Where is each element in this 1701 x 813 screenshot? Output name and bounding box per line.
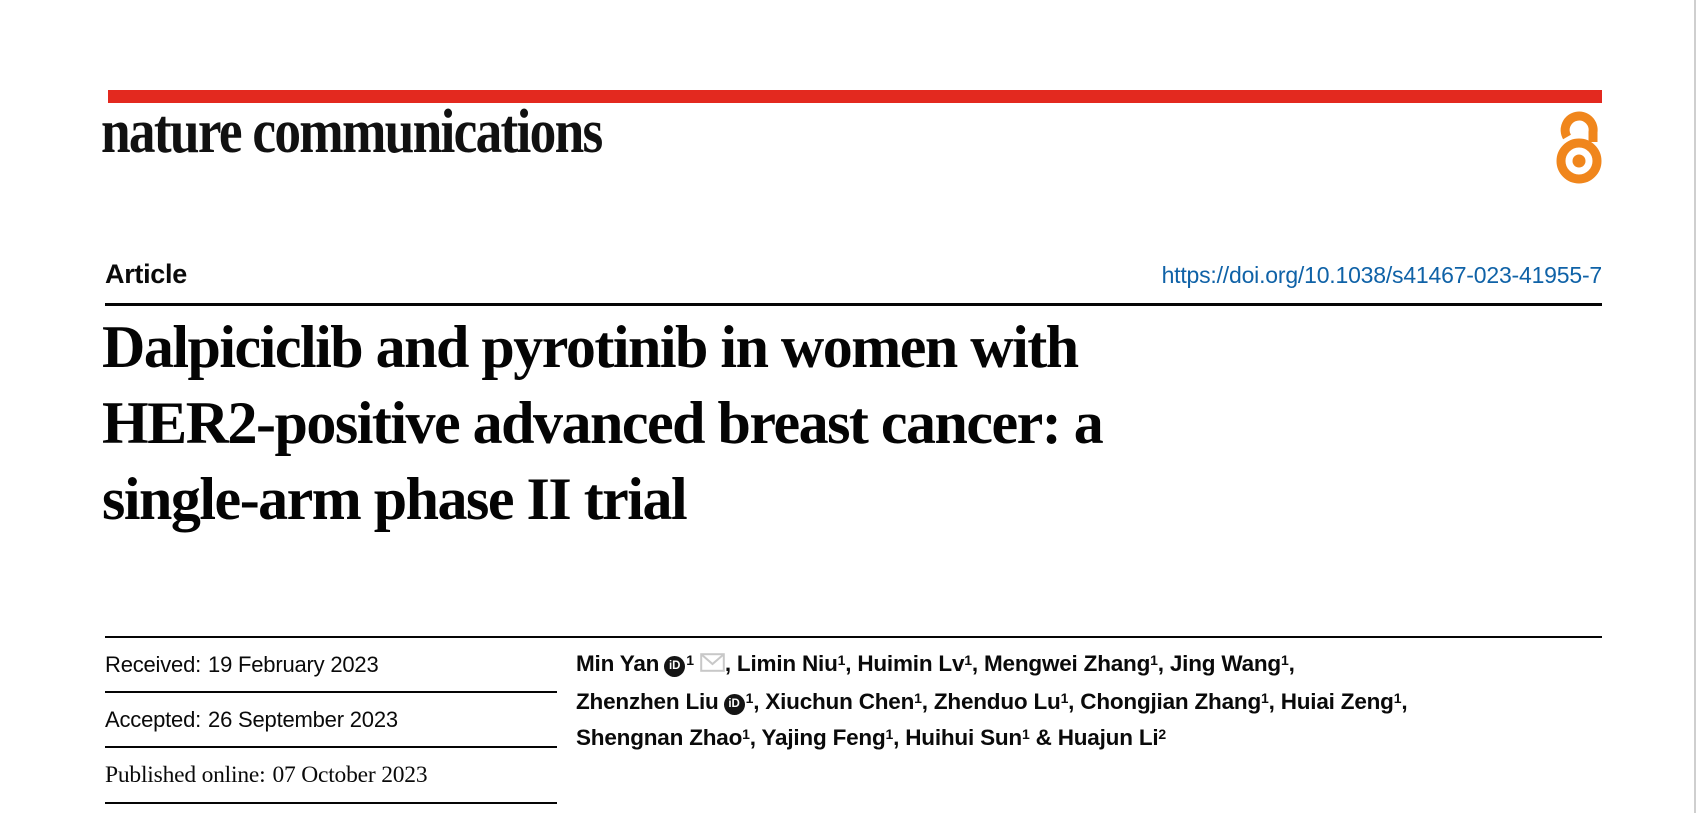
affiliation-superscript: 1 (964, 652, 972, 668)
author-line: Min Yan iD 1, Limin Niu1, Huimin Lv1, Meng… (576, 646, 1616, 684)
author-separator: , (749, 725, 762, 750)
author-separator: , (753, 688, 766, 714)
author-name: Chongjian Zhang (1080, 688, 1262, 714)
author-separator: , (1401, 688, 1408, 714)
author-name: Min Yan (576, 651, 660, 676)
envelope-icon[interactable] (700, 647, 725, 684)
author-separator: & (1029, 725, 1058, 750)
article-type-label: Article (105, 259, 187, 289)
paper-title: Dalpiciclib and pyrotinib in women with … (102, 309, 1612, 537)
author-separator: , (1068, 688, 1081, 714)
paper-title-line: Dalpiciclib and pyrotinib in women with (102, 314, 1079, 380)
authors-top-rule (105, 636, 1602, 638)
author-name: Mengwei Zhang (984, 651, 1151, 676)
author-name: Zhenzhen Liu (576, 688, 719, 714)
author-name: Huihui Sun (905, 725, 1022, 750)
masthead-red-bar (108, 90, 1602, 103)
history-dates: Received: 19 February 2023 Accepted: 26 Se… (105, 638, 557, 804)
author-name: Yajing Feng (761, 725, 886, 750)
paper-title-line: single-arm phase II trial (102, 466, 688, 532)
author-line: Zhenzhen Liu iD 1, Xiuchun Chen1, Zhenduo … (576, 684, 1616, 721)
header-rule (105, 303, 1602, 306)
accepted-value: 26 September 2023 (208, 707, 398, 732)
orcid-icon[interactable]: iD (723, 693, 745, 715)
author-separator: , (1268, 688, 1281, 714)
published-value: 07 October 2023 (272, 762, 428, 788)
affiliation-superscript: 1 (742, 726, 750, 742)
author-name: Shengnan Zhao (576, 725, 743, 750)
journal-logo: nature communications (101, 98, 603, 166)
author-name: Huiai Zeng (1280, 688, 1394, 714)
author-line: Shengnan Zhao1, Yajing Feng1, Huihui Sun… (576, 720, 1616, 757)
accepted-date-row: Accepted: 26 September 2023 (105, 693, 557, 748)
accepted-label: Accepted: (105, 707, 202, 732)
received-label: Received: (105, 652, 202, 677)
received-date-row: Received: 19 February 2023 (105, 638, 557, 693)
published-label: Published online: (105, 762, 266, 788)
affiliation-superscript: 1 (745, 689, 754, 706)
author-name: Huajun Li (1057, 725, 1159, 750)
page-right-border (1694, 0, 1696, 813)
affiliation-superscript: 1 (914, 689, 922, 706)
author-list: Min Yan iD 1, Limin Niu1, Huimin Lv1, Meng… (576, 646, 1616, 757)
affiliation-superscript: 1 (1150, 652, 1158, 668)
affiliation-superscript: 1 (1261, 689, 1269, 706)
received-value: 19 February 2023 (208, 652, 379, 677)
author-name: Zhenduo Lu (933, 688, 1061, 714)
published-date-row: Published online: 07 October 2023 (105, 748, 557, 804)
author-separator: , (893, 725, 906, 750)
doi-link[interactable]: https://doi.org/10.1038/s41467-023-41955… (1161, 262, 1603, 288)
author-separator: , (1288, 651, 1295, 676)
author-name: Huimin Lv (857, 651, 965, 676)
affiliation-superscript: 1 (885, 726, 894, 742)
author-separator: , (845, 651, 858, 676)
affiliation-superscript: 1 (1021, 726, 1030, 742)
orcid-icon[interactable]: iD (664, 656, 686, 677)
author-name: Jing Wang (1169, 651, 1281, 676)
author-separator: , (1157, 651, 1170, 676)
author-separator: , (921, 688, 934, 714)
affiliation-superscript: 1 (1280, 652, 1289, 668)
author-separator: , (971, 651, 984, 676)
author-name: Limin Niu (736, 651, 838, 676)
open-access-padlock-icon (1554, 106, 1604, 186)
author-separator: , (724, 651, 737, 676)
affiliation-superscript: 1 (1393, 689, 1402, 706)
affiliation-superscript: 1 (686, 652, 694, 668)
author-name: Xiuchun Chen (765, 688, 915, 714)
affiliation-superscript: 2 (1158, 726, 1167, 742)
affiliation-superscript: 1 (837, 652, 846, 668)
affiliation-superscript: 1 (1060, 689, 1069, 706)
paper-title-line: HER2-positive advanced breast cancer: a (102, 390, 1104, 456)
